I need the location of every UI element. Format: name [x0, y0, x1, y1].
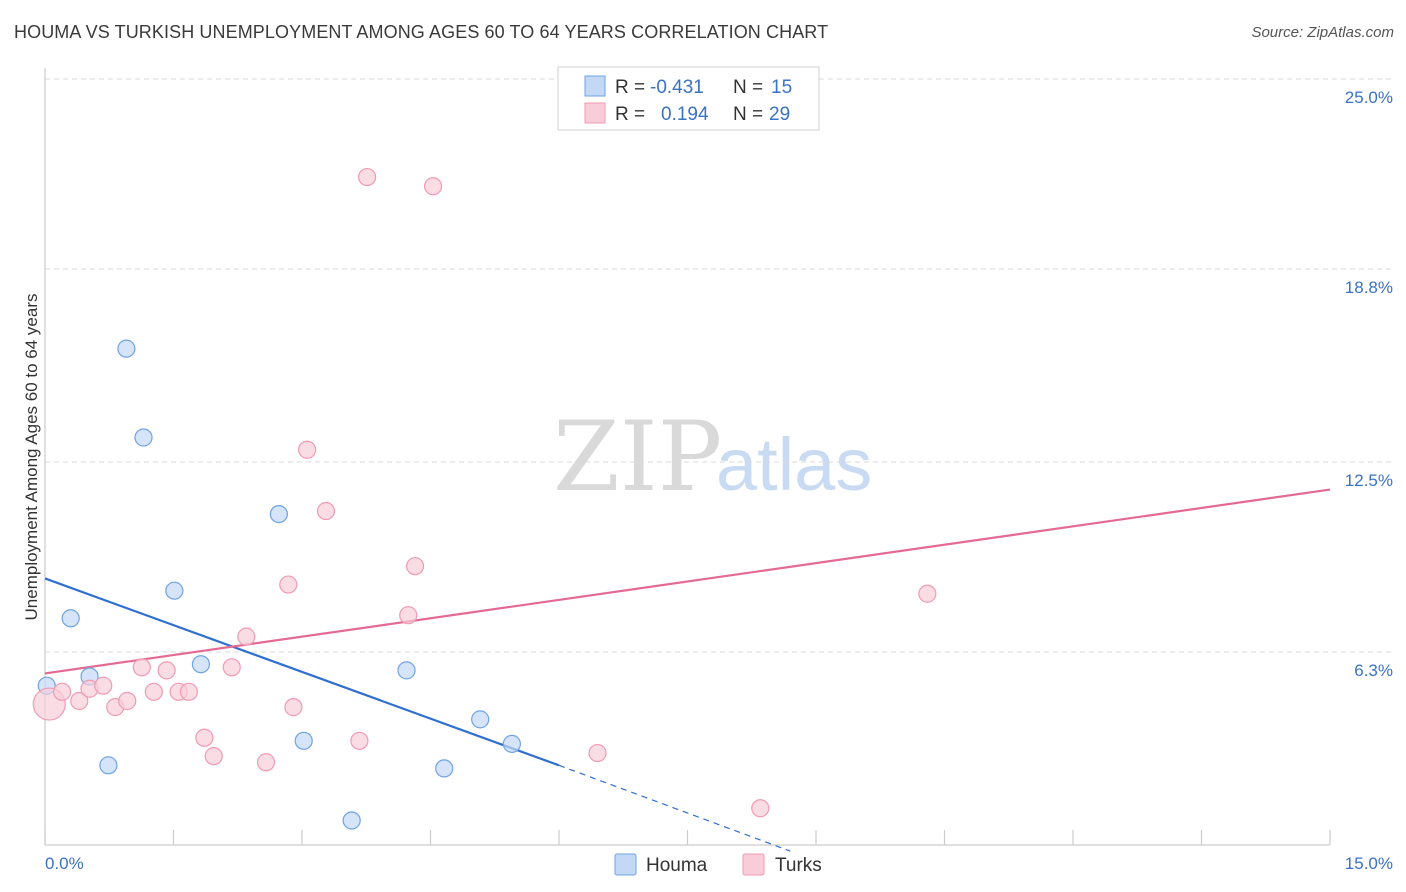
grid-lines: [45, 78, 1393, 653]
point-turks-16: [256, 753, 276, 772]
y-tick-labels: 6.3% 12.5% 18.8% 25.0%: [1345, 88, 1393, 680]
point-houma-1: [61, 609, 80, 628]
point-turks-11: [179, 682, 199, 701]
point-turks-8: [144, 682, 163, 701]
point-turks-9: [157, 661, 176, 680]
point-turks-25: [423, 177, 443, 196]
bottom-legend-label-houma: Houma: [646, 855, 708, 876]
legend-n-value-houma: 15: [771, 77, 792, 98]
point-houma-6: [165, 581, 184, 600]
point-turks-17: [279, 575, 298, 594]
y-tick-label-2: 18.8%: [1345, 278, 1393, 297]
legend-swatch-houma: [584, 75, 606, 97]
point-houma-14: [502, 734, 521, 753]
point-turks-14: [222, 658, 241, 677]
x-tick-label-max: 15.0%: [1345, 854, 1393, 873]
x-tick-marks: [44, 830, 1331, 845]
trend-lines: [44, 488, 1331, 852]
chart-source: Source: ZipAtlas.com: [1251, 24, 1394, 41]
point-turks-15: [237, 627, 256, 646]
point-houma-8: [269, 504, 288, 524]
point-houma-4: [117, 339, 136, 358]
y-tick-label-1: 12.5%: [1345, 471, 1393, 490]
point-turks-22: [358, 167, 377, 187]
legend-r-value-houma: -0.431: [650, 77, 704, 98]
point-turks-26: [588, 743, 607, 763]
point-houma-9: [294, 731, 313, 750]
legend-r-value-turks: 0.194: [661, 104, 709, 125]
x-tick-label-min: 0.0%: [45, 854, 84, 873]
point-turks-28: [918, 584, 937, 603]
point-houma-5: [134, 428, 153, 447]
bottom-legend-swatch-turks: [742, 853, 765, 876]
bottom-legend-swatch-houma: [614, 853, 637, 876]
chart-title: HOUMA VS TURKISH UNEMPLOYMENT AMONG AGES…: [14, 22, 829, 42]
point-houma-11: [397, 661, 416, 680]
y-axis-label: Unemployment Among Ages 60 to 64 years: [22, 294, 41, 621]
point-turks-6: [118, 691, 137, 711]
point-turks-23: [399, 606, 418, 625]
point-houma-12: [435, 759, 454, 778]
point-houma-7: [191, 655, 211, 674]
point-turks-27: [751, 799, 770, 818]
point-turks-21: [350, 731, 369, 750]
point-turks-13: [204, 747, 223, 766]
data-points: [32, 167, 937, 830]
legend-r-label-houma: R =: [615, 77, 645, 98]
point-turks-4: [94, 676, 113, 695]
bottom-legend-label-turks: Turks: [775, 855, 822, 876]
point-turks-1: [53, 682, 72, 701]
legend-r-label-turks: R =: [615, 104, 645, 125]
point-turks-12: [195, 728, 214, 747]
point-turks-19: [298, 440, 317, 459]
y-tick-label-0: 6.3%: [1354, 661, 1393, 680]
point-turks-7: [132, 658, 151, 677]
watermark-atlas: atlas: [716, 423, 872, 506]
point-turks-24: [405, 557, 425, 576]
point-turks-20: [316, 501, 336, 521]
trend-line-extension-houma: [558, 764, 791, 852]
point-houma-3: [99, 756, 118, 775]
trend-line-turks: [44, 488, 1331, 675]
legend-swatch-turks: [584, 102, 606, 124]
y-tick-label-3: 25.0%: [1345, 88, 1393, 107]
correlation-legend: R = -0.431 N = 15 R = 0.194 N = 29: [557, 66, 820, 131]
point-turks-2: [70, 691, 89, 711]
series-legend: Houma Turks: [614, 853, 822, 876]
legend-n-value-turks: 29: [769, 104, 790, 125]
trend-line-houma: [44, 577, 560, 767]
watermark-zip: ZIP: [553, 401, 722, 513]
legend-n-label-turks: N =: [733, 104, 763, 125]
point-houma-13: [471, 710, 490, 729]
legend-n-label-houma: N =: [733, 77, 763, 98]
point-turks-18: [284, 698, 303, 717]
point-houma-10: [342, 811, 361, 830]
